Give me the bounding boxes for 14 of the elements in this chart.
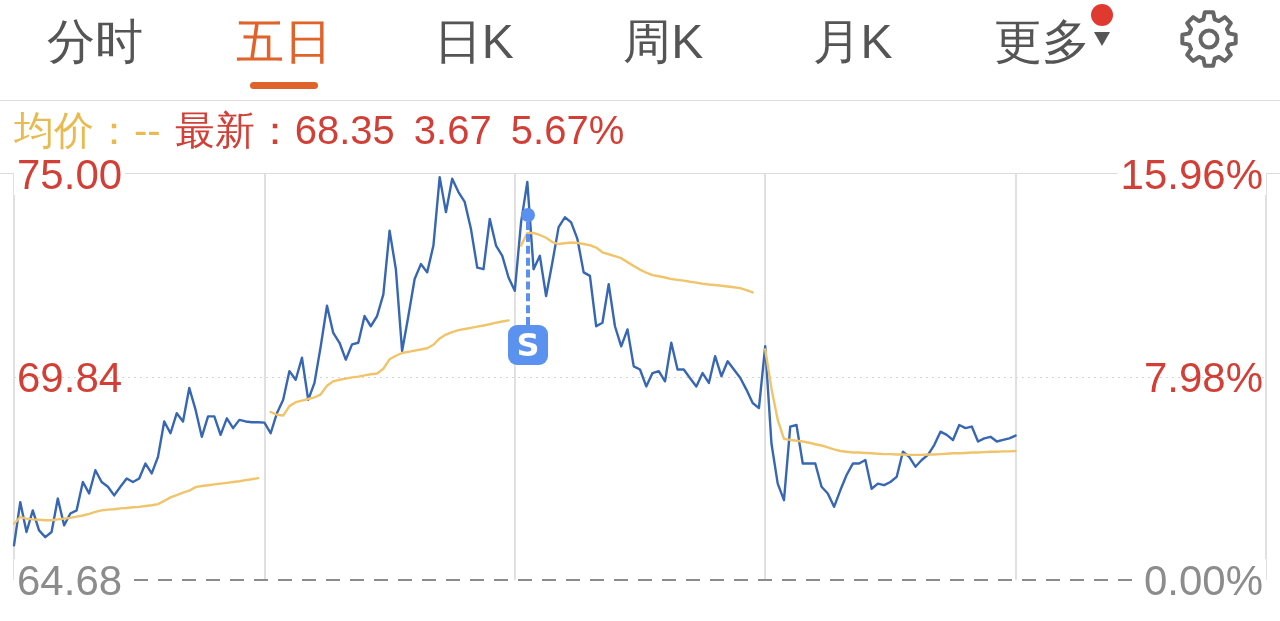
y-tick-label: 75.00 xyxy=(17,150,123,198)
text: 最新：68.35 3.67 5.67% xyxy=(174,107,625,154)
text: 五日 xyxy=(236,14,333,70)
text: 月K xyxy=(812,14,893,70)
y2-tick-label: 0.00% xyxy=(1143,556,1263,604)
text: 分时 xyxy=(47,14,143,70)
y-tick-label: 64.68 xyxy=(17,556,123,604)
text: 周K xyxy=(623,14,704,70)
annotation: S xyxy=(508,325,548,365)
y-tick-label: 69.84 xyxy=(17,353,123,401)
text: 更多 xyxy=(994,14,1090,70)
text: 日K xyxy=(433,14,514,70)
y2-tick-label: 7.98% xyxy=(1143,353,1263,401)
y2-tick-label: 15.96% xyxy=(1120,150,1263,198)
